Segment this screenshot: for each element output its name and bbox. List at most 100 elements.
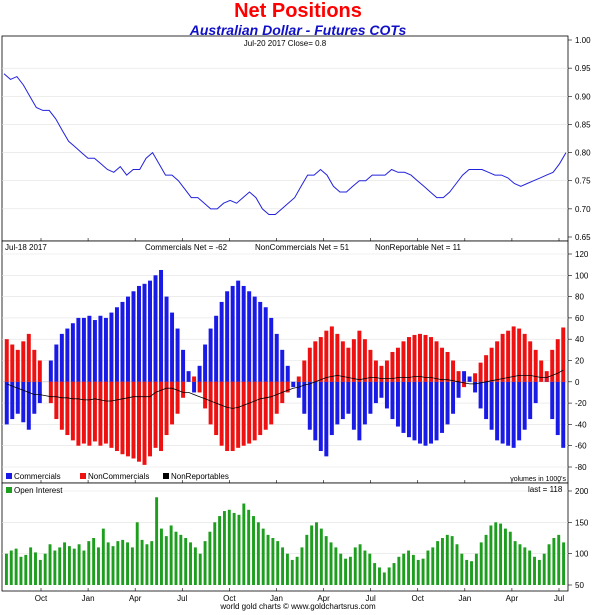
noncommercials-bar [395, 347, 400, 382]
commercials-bar [274, 333, 279, 382]
noncommercials-bar [318, 337, 323, 382]
open-interest-bar [445, 534, 449, 585]
price-line [3, 73, 567, 215]
open-interest-bar [315, 522, 318, 585]
net-date-label: Jul-18 2017 [5, 243, 47, 252]
x-tick-label: Jul [177, 594, 187, 603]
noncommercials-bar [37, 360, 42, 382]
noncommercials-bar [15, 349, 20, 382]
noncommercials-bar [478, 362, 483, 382]
noncommercials-bar [10, 344, 15, 382]
noncommercials-bar [362, 339, 367, 382]
commercials-bar [484, 381, 489, 420]
x-tick-label: Jan [82, 594, 95, 603]
open-interest-bar [378, 567, 381, 585]
noncommercials-bar [544, 371, 549, 382]
commercials-bar [170, 312, 175, 382]
commercials-bar [440, 381, 445, 433]
noncommercials-bar [170, 381, 175, 425]
noncommercials-bar [214, 381, 219, 436]
commercials-bar [550, 381, 555, 420]
open-interest-bar [416, 559, 420, 585]
open-interest-bar [213, 522, 217, 585]
open-interest-bar [218, 516, 222, 585]
x-tick-label: Oct [223, 594, 236, 603]
open-interest-bar [353, 547, 357, 585]
commercials-bar [506, 381, 511, 446]
noncommercials-bar [203, 381, 208, 409]
commercials-bar [291, 381, 296, 388]
x-tick-label: Jan [458, 594, 471, 603]
open-interest-bar [97, 547, 100, 585]
price-tick-label: 0.80 [575, 149, 591, 158]
open-interest-bar [368, 553, 372, 585]
open-interest-bar [382, 572, 386, 585]
open-interest-bar [508, 531, 512, 585]
noncommercials-bar [4, 339, 9, 382]
open-interest-bar [484, 534, 488, 585]
commercials-bar [313, 381, 318, 441]
open-interest-bar [387, 567, 391, 585]
open-interest-bar [58, 547, 62, 585]
noncommercials-bar [87, 381, 92, 446]
commercials-bar [65, 328, 70, 382]
open-interest-bar [528, 550, 532, 585]
commercials-bar [203, 344, 208, 382]
noncommercials-bar [175, 381, 180, 414]
commercials-bar [406, 381, 411, 438]
open-interest-bar [232, 512, 236, 585]
commercials-bar [87, 315, 92, 382]
commercials-bar [495, 381, 500, 441]
commercials-bar [555, 381, 560, 436]
commercials-bar [335, 381, 340, 425]
open-interest-bar [164, 536, 168, 585]
noncommercials-bar [76, 381, 81, 446]
open-interest-bar [552, 538, 556, 585]
price-tick-label: 0.90 [575, 92, 591, 101]
commercials-bar [208, 328, 213, 382]
noncommercials-bar [561, 327, 566, 382]
commercials-bar [489, 381, 494, 430]
noncommercials-bar [484, 355, 489, 382]
oi-tick-label: 100 [575, 550, 589, 559]
commercials-bar [462, 371, 467, 382]
open-interest-bar [305, 534, 309, 585]
commercials-bar [500, 381, 505, 444]
price-tick-label: 0.65 [575, 233, 591, 242]
commercials-bar [258, 301, 263, 382]
net-tick-label: -40 [575, 420, 587, 429]
commercials-bar [379, 381, 384, 398]
commercials-bar [15, 381, 20, 414]
x-tick-label: Apr [129, 594, 142, 603]
open-interest-bar [489, 525, 493, 585]
noncommercials-bar [159, 381, 164, 452]
commercials-bar [159, 269, 164, 382]
commercials-bar [395, 381, 400, 427]
open-interest-bar [266, 534, 270, 585]
noncommercials-bar [329, 326, 334, 382]
open-interest-bar [542, 553, 546, 585]
open-interest-bar [67, 546, 71, 585]
noncommercials-bar [164, 381, 169, 436]
open-interest-bar [290, 559, 294, 585]
noncommercials-bar [120, 381, 125, 455]
open-interest-bar [227, 509, 231, 585]
noncommercials-bar [555, 339, 560, 382]
commercials-bar [329, 381, 334, 436]
open-interest-bar [300, 547, 304, 585]
open-interest-bar [237, 514, 241, 585]
open-interest-bar [436, 541, 440, 585]
noncommercials-bar [384, 360, 389, 382]
commercials-bar [241, 285, 246, 382]
noncommercials-bar [21, 341, 26, 382]
open-interest-last: last = 118 [528, 485, 563, 494]
commercials-bar [70, 323, 75, 382]
open-interest-bar [426, 550, 430, 585]
commercials-bar [533, 381, 538, 404]
noncommercials-bar [230, 381, 235, 452]
open-interest-bar [441, 538, 444, 585]
commercials-bar [429, 381, 433, 444]
open-interest-bar [450, 536, 454, 585]
commercials-bar [21, 381, 26, 423]
commercials-bar [296, 381, 301, 398]
